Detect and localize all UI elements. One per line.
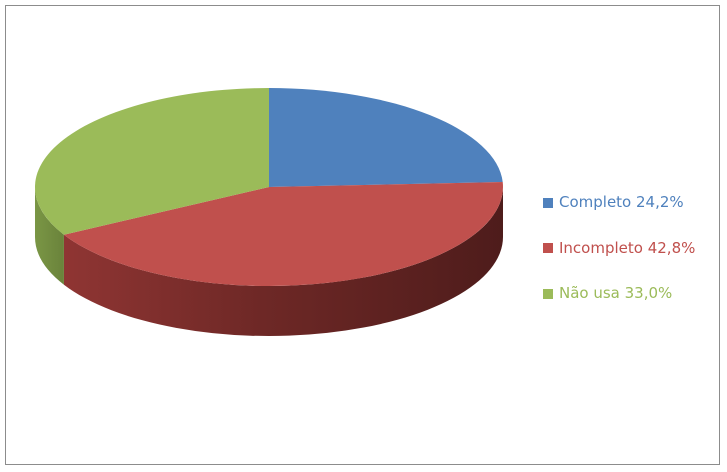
pie-side-nao-usa [35, 187, 64, 285]
legend-swatch-nao-usa [543, 288, 553, 299]
legend-item-incompleto: Incompleto 42,8% [543, 238, 696, 257]
legend-swatch-incompleto [543, 243, 553, 253]
pie-slice-nao-usa [34, 87, 269, 235]
pie-side-incompleto [63, 187, 503, 336]
legend-swatch-completo [543, 197, 553, 208]
pie-slice-incompleto [63, 182, 503, 287]
legend-item-nao-usa: Não usa 33,0% [543, 285, 695, 302]
legend-label-incompleto: Incompleto 42,8% [559, 238, 696, 257]
legend: Completo 24,2% Incompleto 42,8% Não usa … [543, 194, 695, 331]
legend-item-completo: Completo 24,2% [543, 194, 695, 211]
legend-label-nao-usa: Não usa 33,0% [559, 284, 673, 302]
pie-slice-completo [269, 88, 503, 187]
legend-label-completo: Completo 24,2% [559, 193, 684, 211]
